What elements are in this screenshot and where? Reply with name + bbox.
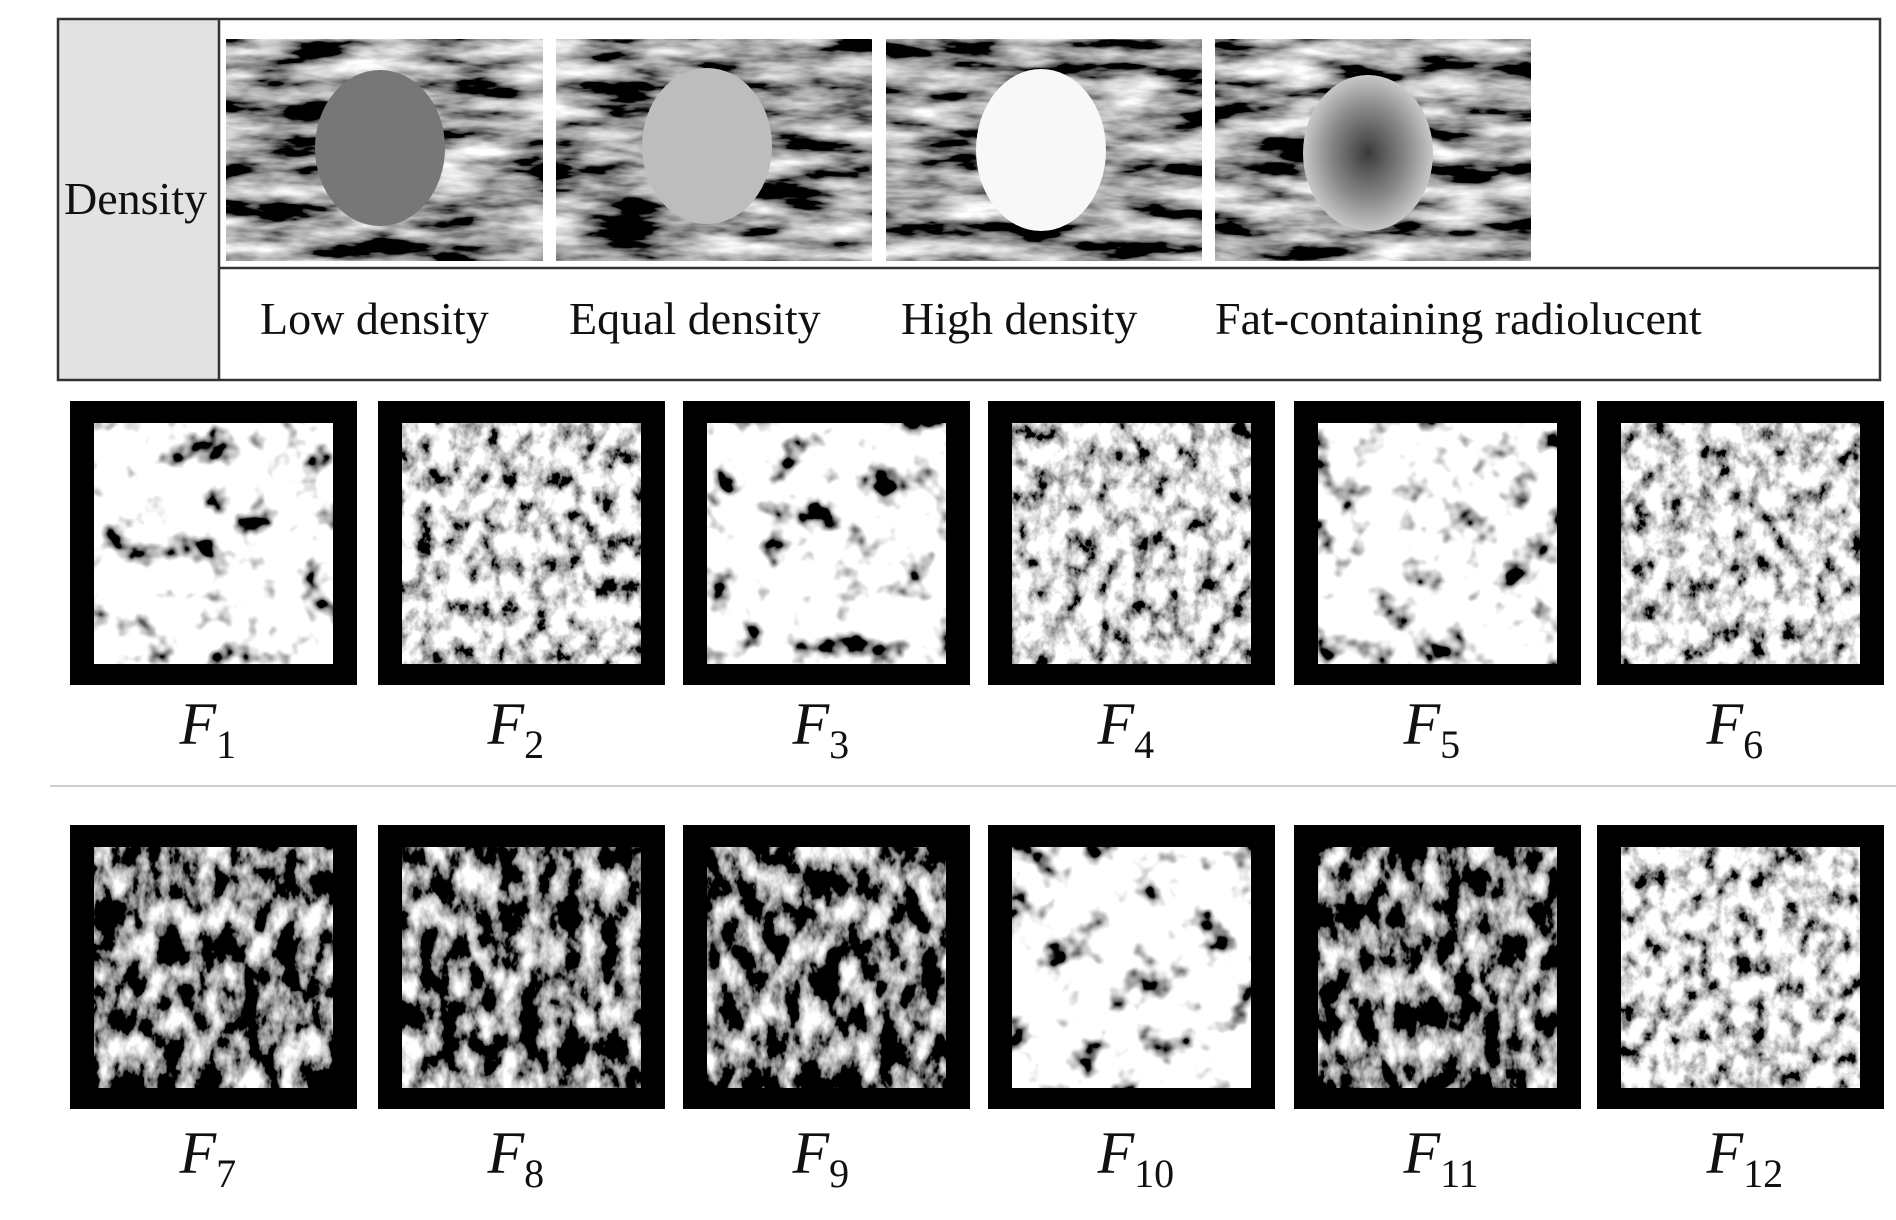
feature-label: F5 — [1403, 691, 1461, 767]
feature-subscript: 6 — [1743, 722, 1763, 767]
feature-map — [1012, 423, 1251, 664]
caption: Equal density — [569, 293, 821, 344]
feature-subscript: 3 — [829, 722, 849, 767]
feature-symbol: F — [1706, 691, 1745, 757]
feature-subscript: 9 — [829, 1151, 849, 1196]
feature-label: F12 — [1706, 1120, 1784, 1196]
feature-symbol: F — [792, 1120, 831, 1186]
feature-symbol: F — [487, 1120, 526, 1186]
feature-label: F3 — [792, 691, 850, 767]
mass — [642, 68, 772, 224]
feature-map — [1318, 847, 1557, 1088]
feature-map — [1621, 847, 1860, 1088]
feature-subscript: 4 — [1134, 722, 1154, 767]
feature-label: F6 — [1706, 691, 1764, 767]
feature-symbol: F — [1403, 1120, 1442, 1186]
feature-label: F1 — [179, 691, 237, 767]
feature-label: F8 — [487, 1120, 545, 1196]
feature-label: F4 — [1097, 691, 1155, 767]
feature-symbol: F — [487, 691, 526, 757]
feature-subscript: 1 — [216, 722, 236, 767]
feature-symbol: F — [179, 691, 218, 757]
feature-label: F11 — [1403, 1120, 1479, 1196]
mass — [1303, 75, 1433, 231]
feature-map — [707, 847, 946, 1088]
feature-label: F2 — [487, 691, 545, 767]
feature-subscript: 12 — [1743, 1151, 1783, 1196]
row-label-cell — [58, 19, 219, 380]
feature-label: F9 — [792, 1120, 850, 1196]
feature-subscript: 11 — [1440, 1151, 1479, 1196]
feature-subscript: 5 — [1440, 722, 1460, 767]
feature-symbol: F — [1097, 691, 1136, 757]
feature-subscript: 2 — [524, 722, 544, 767]
feature-map — [1012, 847, 1251, 1088]
caption: Low density — [260, 293, 489, 344]
feature-subscript: 10 — [1134, 1151, 1174, 1196]
feature-map — [402, 847, 641, 1088]
feature-map — [1318, 423, 1557, 664]
feature-subscript: 7 — [216, 1151, 236, 1196]
feature-map — [707, 423, 946, 664]
caption: Fat-containing radiolucent — [1215, 293, 1702, 344]
feature-label: F7 — [179, 1120, 237, 1196]
table-border — [56, 17, 1882, 382]
density-images — [226, 39, 1531, 261]
feature-map — [402, 423, 641, 664]
feature-subscript: 8 — [524, 1151, 544, 1196]
feature-map — [94, 847, 333, 1088]
feature-map — [1621, 423, 1860, 664]
feature-map — [94, 423, 333, 664]
feature-symbol: F — [1403, 691, 1442, 757]
feature-symbol: F — [179, 1120, 218, 1186]
mass — [315, 70, 445, 226]
mass — [976, 69, 1106, 231]
caption: High density — [901, 293, 1137, 344]
feature-symbol: F — [792, 691, 831, 757]
feature-symbol: F — [1097, 1120, 1136, 1186]
row-label: Density — [64, 173, 207, 224]
feature-label: F10 — [1097, 1120, 1175, 1196]
feature-symbol: F — [1706, 1120, 1745, 1186]
